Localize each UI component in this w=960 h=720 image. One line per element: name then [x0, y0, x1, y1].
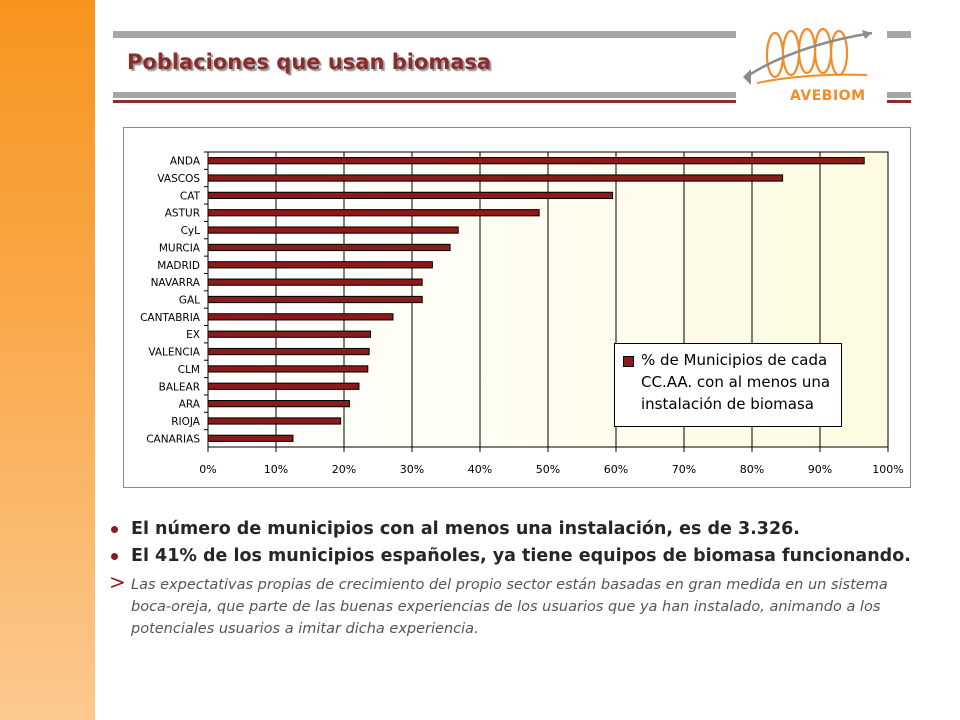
bar [207, 191, 614, 200]
bar-chart: 0% 10% 20% 30% 40% 50% 60% 70% 80% 90% 100% ANDA VAS… [123, 127, 911, 488]
bar [207, 434, 294, 442]
bar [207, 295, 423, 304]
chart-legend: % de Municipios de cada CC.AA. con al me… [614, 343, 842, 427]
header-rule-red [113, 100, 736, 103]
x-tick-label: 60% [604, 463, 628, 476]
x-tick-label: 50% [536, 463, 560, 476]
x-tick-label: 30% [400, 463, 424, 476]
note-paragraph: > Las expectativas propias de crecimient… [109, 570, 929, 640]
bar [207, 243, 451, 252]
y-tick-label: MURCIA [159, 242, 201, 254]
bar [207, 382, 360, 390]
bullet-list: El número de municipios con al menos una… [109, 516, 929, 640]
legend-label: % de Municipios de cada CC.AA. con al me… [641, 349, 841, 415]
y-tick-label: RIOJA [171, 416, 201, 428]
x-tick-label: 20% [332, 463, 356, 476]
header-rule-top-right [887, 31, 911, 38]
y-tick-label: GAL [179, 295, 200, 307]
bar [207, 157, 865, 165]
bar [207, 417, 342, 425]
legend-line-1: % de Municipios de cada [641, 351, 828, 369]
y-tick-label: ARA [179, 399, 201, 411]
bar [207, 399, 350, 408]
bar [207, 174, 784, 182]
y-tick-label: VASCOS [157, 173, 200, 185]
x-tick-label: 10% [264, 463, 288, 476]
y-tick-label: CyL [181, 225, 201, 237]
y-tick-label: VALENCIA [148, 347, 200, 359]
x-tick-label: 40% [468, 463, 492, 476]
legend-swatch [623, 356, 634, 367]
bar [207, 365, 369, 373]
legend-line-2: CC.AA. con al menos una [641, 373, 831, 391]
bar [207, 261, 433, 269]
y-tick-label: ASTUR [165, 208, 200, 220]
y-tick-label: BALEAR [159, 381, 200, 393]
header-rule-red-right [887, 100, 911, 103]
y-tick-label: NAVARRA [151, 277, 201, 289]
bullet-item: El número de municipios con al menos una… [109, 516, 929, 543]
bar [207, 313, 394, 321]
orange-sidebar [0, 0, 95, 720]
bar [207, 226, 459, 234]
y-tick-label: CANARIAS [146, 433, 200, 445]
arrow-marker-icon: > [109, 570, 126, 594]
avebiom-logo [737, 15, 885, 109]
legend-line-3: instalación de biomasa [641, 395, 814, 413]
bullet-dot-icon [111, 553, 118, 560]
x-tick-label: 90% [808, 463, 832, 476]
x-tick-label: 0% [199, 463, 216, 476]
bullet-text: El número de municipios con al menos una… [131, 519, 800, 539]
slide-title: Poblaciones que usan biomasa [127, 50, 492, 74]
avebiom-logo-icon [743, 27, 873, 85]
bar [207, 330, 372, 338]
x-tick-label: 80% [740, 463, 764, 476]
y-tick-label: EX [186, 329, 200, 341]
header-rule-top [113, 31, 736, 38]
x-tick-label: 70% [672, 463, 696, 476]
header-rule-gray-right [887, 92, 911, 98]
note-text: Las expectativas propias de crecimiento … [131, 577, 888, 637]
y-tick-label: MADRID [157, 260, 200, 272]
chart-canvas: 0% 10% 20% 30% 40% 50% 60% 70% 80% 90% 100% ANDA VAS… [140, 151, 904, 476]
logo-label: AVEBIOM [790, 88, 866, 104]
bullet-text: El 41% de los municipios españoles, ya t… [131, 546, 911, 566]
x-tick-label: 100% [872, 463, 903, 476]
header-rule-gray [113, 92, 736, 98]
bullet-dot-icon [111, 526, 118, 533]
bar [207, 209, 540, 217]
bar [207, 347, 370, 356]
y-tick-label: CAT [180, 190, 201, 202]
y-tick-label: ANDA [170, 156, 201, 168]
bar [207, 278, 423, 286]
y-tick-label: CANTABRIA [140, 312, 201, 324]
bullet-item: El 41% de los municipios españoles, ya t… [109, 543, 929, 570]
y-tick-label: CLM [178, 364, 200, 376]
